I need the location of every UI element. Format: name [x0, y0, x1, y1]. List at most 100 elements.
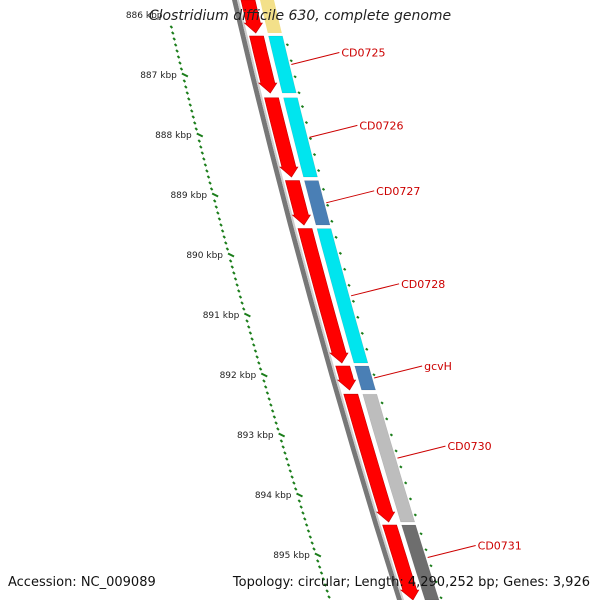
ruler-minor-tick: [276, 427, 280, 431]
gene-leader-line: [309, 124, 358, 138]
ruler-minor-tick: [274, 421, 278, 425]
ruler-label-890: 890 kbp: [186, 251, 223, 261]
gene-block-cd0726: [283, 97, 318, 178]
gene-label-gcvh: gcvH: [424, 360, 452, 373]
ruler-minor-tick: [208, 181, 212, 185]
ruler-minor-tick: [232, 271, 236, 275]
ruler-minor-tick: [263, 385, 268, 389]
ruler-outer-tick: [389, 433, 394, 437]
ruler-minor-tick: [301, 511, 305, 515]
ruler-minor-tick: [310, 541, 314, 545]
ruler-minor-tick: [185, 91, 190, 95]
gene-block-cd0728: [316, 228, 369, 364]
gene-leader-line: [326, 190, 375, 204]
ruler-minor-tick: [202, 157, 206, 161]
gene-labels: CD0725 CD0726 CD0727 CD0728 gcvH CD0730 CD0731: [291, 47, 522, 558]
ruler-minor-tick: [303, 517, 307, 521]
ruler-outer-tick: [289, 59, 293, 63]
ruler-minor-tick: [240, 301, 244, 305]
ruler-minor-tick: [224, 241, 228, 245]
ruler-minor-tick: [286, 463, 291, 467]
ruler-minor-tick: [206, 175, 211, 179]
ruler-minor-tick: [194, 127, 198, 131]
ruler-minor-tick: [184, 85, 188, 89]
gene-label-cd0730: CD0730: [447, 440, 491, 453]
ruler-minor-tick: [290, 475, 294, 479]
gene-leader-line: [374, 365, 423, 379]
ruler-minor-tick: [205, 169, 209, 173]
ruler-minor-tick: [178, 61, 182, 65]
ruler-outer-tick: [356, 315, 360, 319]
ruler-outer-tick: [338, 251, 342, 255]
ruler-minor-tick: [235, 283, 239, 287]
ruler-minor-tick: [233, 277, 238, 281]
ruler-minor-tick: [283, 451, 287, 455]
ruler-minor-tick: [230, 265, 234, 269]
ruler-minor-tick: [248, 331, 253, 335]
ruler-minor-tick: [285, 457, 289, 461]
ruler-minor-tick: [255, 355, 259, 359]
ruler-minor-tick: [179, 67, 184, 71]
ruler-minor-tick: [269, 403, 273, 407]
cds-arrow: [297, 228, 349, 364]
ruler-label-894: 894 kbp: [255, 491, 292, 501]
ruler-minor-tick: [190, 109, 194, 113]
ruler-minor-tick: [193, 121, 197, 125]
ruler-minor-tick: [316, 559, 320, 563]
ruler-major-tick: [296, 492, 303, 498]
ruler-minor-tick: [171, 31, 175, 35]
cds-arrow: [285, 180, 311, 226]
ruler-label-892: 892 kbp: [220, 371, 257, 381]
ruler-outer-tick: [300, 105, 305, 109]
cds-track: [240, 0, 420, 600]
ruler-major-tick: [211, 192, 219, 198]
ruler-outer-tick: [317, 169, 321, 173]
ruler-outer-tick: [347, 283, 351, 287]
ruler-minor-tick: [288, 469, 293, 473]
ruler-minor-tick: [265, 391, 270, 395]
ruler-outer-tick: [394, 449, 398, 453]
ruler-minor-tick: [304, 523, 309, 527]
ruler-outer-tick: [404, 481, 408, 485]
ruler-minor-tick: [250, 337, 254, 341]
ruler-minor-tick: [258, 367, 263, 371]
cds-arrow: [382, 524, 420, 600]
ruler-major-tick: [260, 372, 268, 378]
ruler-label-893: 893 kbp: [237, 431, 274, 441]
ruler-major-tick: [243, 312, 251, 318]
ruler-minor-tick: [272, 415, 277, 419]
ruler-outer-tick: [312, 153, 317, 157]
ruler-major-tick: [278, 432, 286, 438]
ruler-minor-tick: [219, 223, 223, 227]
ruler-minor-tick: [173, 43, 178, 47]
gene-leader-line: [350, 283, 400, 297]
ruler-minor-tick: [252, 343, 256, 347]
ruler-outer-tick: [365, 347, 369, 351]
gene-track: [260, 0, 440, 600]
ruler-minor-tick: [312, 547, 316, 551]
ruler-minor-tick: [325, 589, 329, 593]
ruler-minor-tick: [212, 199, 217, 203]
ruler-minor-tick: [306, 529, 311, 533]
ruler-minor-tick: [245, 319, 249, 323]
ruler-minor-tick: [209, 187, 214, 191]
cds-arrow: [240, 0, 263, 34]
ruler-outer-tick: [413, 513, 417, 517]
ruler-major-tick: [196, 132, 204, 138]
ruler-minor-tick: [327, 595, 331, 599]
ruler-minor-tick: [237, 289, 241, 293]
gene-block-cd0725: [268, 35, 297, 94]
gene-block-cd0731: [401, 524, 440, 600]
ruler-minor-tick: [172, 37, 176, 41]
ruler: 886 kbp 887 kbp 888 kbp 889 kbp 890 kbp 891 k…: [126, 11, 443, 600]
accession-label: Accession: NC_009089: [8, 575, 156, 590]
gene-label-cd0728: CD0728: [401, 278, 445, 291]
ruler-outer-tick: [351, 299, 356, 303]
ruler-outer-tick: [439, 596, 443, 600]
ruler-label-895: 895 kbp: [273, 551, 310, 561]
ruler-outer-tick: [285, 43, 290, 47]
ruler-minor-tick: [297, 499, 302, 503]
gene-label-cd0726: CD0726: [359, 119, 403, 132]
ruler-minor-tick: [253, 349, 258, 353]
